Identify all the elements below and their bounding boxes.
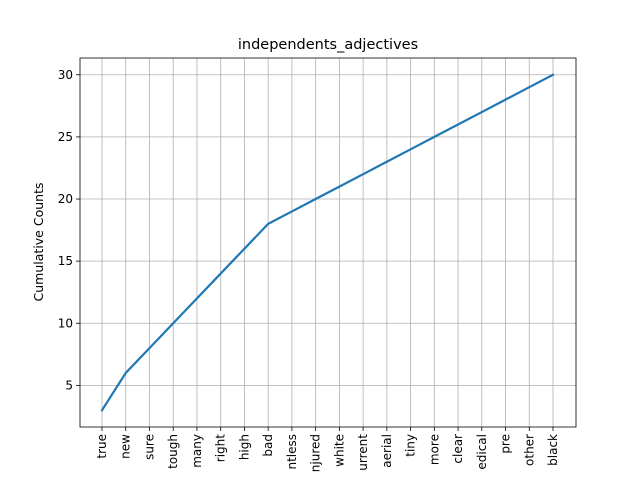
x-tick-label: high — [237, 434, 251, 460]
x-tick-label: urrent — [356, 434, 370, 471]
x-tick-label: more — [427, 434, 441, 465]
x-tick-label: many — [190, 434, 204, 468]
y-tick-label: 15 — [58, 254, 73, 268]
chart-title: independents_adjectives — [238, 37, 418, 53]
x-tick-label: njured — [309, 434, 323, 472]
y-tick-label: 5 — [65, 378, 73, 392]
x-tick-label: right — [214, 434, 228, 462]
x-tick-label: sure — [142, 434, 156, 460]
y-axis-label: Cumulative Counts — [31, 183, 46, 302]
x-tick-label: clear — [451, 434, 465, 464]
x-tick-label: aerial — [380, 434, 394, 468]
y-tick-label: 25 — [58, 130, 73, 144]
x-tick-label: pre — [499, 434, 513, 454]
x-tick-label: other — [522, 434, 536, 466]
x-tick-label: new — [119, 434, 133, 459]
x-tick-label: tough — [166, 434, 180, 469]
x-tick-label: edical — [475, 434, 489, 470]
x-tick-label: true — [95, 434, 109, 459]
y-tick-label: 30 — [58, 68, 73, 82]
x-tick-label: black — [546, 434, 560, 466]
y-tick-label: 20 — [58, 192, 73, 206]
x-tick-label: tiny — [404, 434, 418, 457]
x-tick-label: white — [332, 434, 346, 467]
x-tick-label: ntless — [285, 434, 299, 470]
y-tick-label: 10 — [58, 316, 73, 330]
x-tick-label: bad — [261, 434, 275, 457]
